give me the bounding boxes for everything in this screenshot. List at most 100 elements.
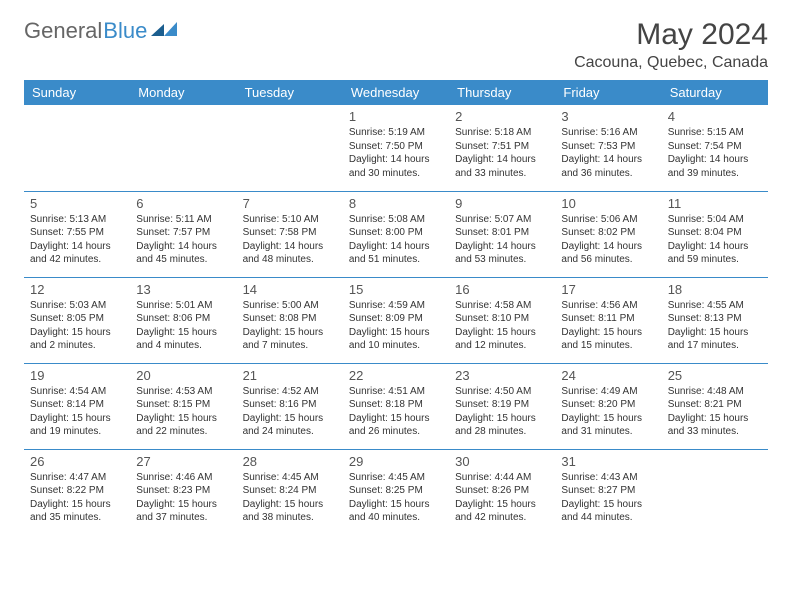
day-info: Sunrise: 4:45 AMSunset: 8:24 PMDaylight:… <box>243 471 337 525</box>
calendar-day-cell: 27Sunrise: 4:46 AMSunset: 8:23 PMDayligh… <box>130 449 236 535</box>
calendar-day-cell: 12 Sunrise: 5:03 AMSunset: 8:05 PMDayligh… <box>24 277 130 363</box>
day-info: Sunrise: 5:10 AMSunset: 7:58 PMDaylight:… <box>243 213 337 267</box>
calendar-day-cell: 15Sunrise: 4:59 AMSunset: 8:09 PMDayligh… <box>343 277 449 363</box>
calendar-day-cell: 29 Sunrise: 4:45 AMSunset: 8:25 PMDayligh… <box>343 449 449 535</box>
calendar-day-cell: 19 Sunrise: 4:54 AMSunset: 8:14 PMDayligh… <box>24 363 130 449</box>
day-number: 17 <box>561 282 655 297</box>
calendar-day-cell: 20 Sunrise: 4:53 AMSunset: 8:15 PMDayligh… <box>130 363 236 449</box>
calendar-day-cell: 25Sunrise: 4:48 AMSunset: 8:21 PMDayligh… <box>662 363 768 449</box>
day-number: 27 <box>136 454 230 469</box>
day-info: Sunrise: 5:18 AMSunset: 7:51 PMDaylight:… <box>455 126 549 180</box>
calendar-day-cell: 1Sunrise: 5:19 AMSunset: 7:50 PMDaylight… <box>343 105 449 191</box>
day-info: Sunrise: 4:44 AMSunset: 8:26 PMDaylight:… <box>455 471 549 525</box>
calendar-day-cell: 5Sunrise: 5:13 AMSunset: 7:55 PMDaylight… <box>24 191 130 277</box>
day-number: 8 <box>349 196 443 211</box>
calendar-table: SundayMondayTuesdayWednesdayThursdayFrid… <box>24 80 768 535</box>
day-number: 28 <box>243 454 337 469</box>
calendar-day-cell: 31 Sunrise: 4:43 AMSunset: 8:27 PMDayligh… <box>555 449 661 535</box>
day-info: Sunrise: 4:52 AMSunset: 8:16 PMDaylight:… <box>243 385 337 439</box>
calendar-day-cell <box>237 105 343 191</box>
day-number: 31 <box>561 454 655 469</box>
day-number: 18 <box>668 282 762 297</box>
day-number: 16 <box>455 282 549 297</box>
day-info: Sunrise: 4:49 AMSunset: 8:20 PMDaylight:… <box>561 385 655 439</box>
day-info: Sunrise: 4:45 AMSunset: 8:25 PMDaylight:… <box>349 471 443 525</box>
calendar-day-cell: 6 Sunrise: 5:11 AMSunset: 7:57 PMDaylight… <box>130 191 236 277</box>
calendar-day-cell: 17 Sunrise: 4:56 AMSunset: 8:11 PMDayligh… <box>555 277 661 363</box>
calendar-day-cell: 28 Sunrise: 4:45 AMSunset: 8:24 PMDayligh… <box>237 449 343 535</box>
day-info: Sunrise: 5:04 AMSunset: 8:04 PMDaylight:… <box>668 213 762 267</box>
page-header: GeneralBlue May 2024 Cacouna, Quebec, Ca… <box>24 18 768 72</box>
day-number: 10 <box>561 196 655 211</box>
calendar-day-cell: 18 Sunrise: 4:55 AMSunset: 8:13 PMDayligh… <box>662 277 768 363</box>
day-header: Friday <box>555 80 661 105</box>
calendar-week-row: 12 Sunrise: 5:03 AMSunset: 8:05 PMDayligh… <box>24 277 768 363</box>
day-info: Sunrise: 5:06 AMSunset: 8:02 PMDaylight:… <box>561 213 655 267</box>
day-info: Sunrise: 4:51 AMSunset: 8:18 PMDaylight:… <box>349 385 443 439</box>
day-header: Thursday <box>449 80 555 105</box>
brand-mark-icon <box>151 16 177 42</box>
brand-text-blue: Blue <box>103 18 147 44</box>
day-number: 11 <box>668 196 762 211</box>
day-info: Sunrise: 4:54 AMSunset: 8:14 PMDaylight:… <box>30 385 124 439</box>
calendar-day-cell: 14Sunrise: 5:00 AMSunset: 8:08 PMDayligh… <box>237 277 343 363</box>
day-info: Sunrise: 4:50 AMSunset: 8:19 PMDaylight:… <box>455 385 549 439</box>
day-header: Sunday <box>24 80 130 105</box>
brand-logo: GeneralBlue <box>24 18 177 44</box>
calendar-day-cell: 16 Sunrise: 4:58 AMSunset: 8:10 PMDayligh… <box>449 277 555 363</box>
day-header: Wednesday <box>343 80 449 105</box>
day-number: 4 <box>668 109 762 124</box>
day-number: 6 <box>136 196 230 211</box>
day-header: Saturday <box>662 80 768 105</box>
calendar-day-cell: 7Sunrise: 5:10 AMSunset: 7:58 PMDaylight… <box>237 191 343 277</box>
calendar-day-cell: 23 Sunrise: 4:50 AMSunset: 8:19 PMDayligh… <box>449 363 555 449</box>
calendar-week-row: 1Sunrise: 5:19 AMSunset: 7:50 PMDaylight… <box>24 105 768 191</box>
calendar-day-cell: 3Sunrise: 5:16 AMSunset: 7:53 PMDaylight… <box>555 105 661 191</box>
day-number: 9 <box>455 196 549 211</box>
day-number: 14 <box>243 282 337 297</box>
calendar-day-cell: 26 Sunrise: 4:47 AMSunset: 8:22 PMDayligh… <box>24 449 130 535</box>
day-number: 20 <box>136 368 230 383</box>
calendar-day-cell: 24Sunrise: 4:49 AMSunset: 8:20 PMDayligh… <box>555 363 661 449</box>
day-number: 5 <box>30 196 124 211</box>
day-info: Sunrise: 4:55 AMSunset: 8:13 PMDaylight:… <box>668 299 762 353</box>
day-info: Sunrise: 5:15 AMSunset: 7:54 PMDaylight:… <box>668 126 762 180</box>
calendar-day-cell: 13Sunrise: 5:01 AMSunset: 8:06 PMDayligh… <box>130 277 236 363</box>
day-info: Sunrise: 5:01 AMSunset: 8:06 PMDaylight:… <box>136 299 230 353</box>
day-number: 12 <box>30 282 124 297</box>
day-number: 23 <box>455 368 549 383</box>
day-info: Sunrise: 4:53 AMSunset: 8:15 PMDaylight:… <box>136 385 230 439</box>
day-info: Sunrise: 4:56 AMSunset: 8:11 PMDaylight:… <box>561 299 655 353</box>
calendar-day-cell <box>662 449 768 535</box>
day-info: Sunrise: 5:16 AMSunset: 7:53 PMDaylight:… <box>561 126 655 180</box>
day-number: 26 <box>30 454 124 469</box>
calendar-week-row: 19 Sunrise: 4:54 AMSunset: 8:14 PMDayligh… <box>24 363 768 449</box>
day-number: 15 <box>349 282 443 297</box>
calendar-day-cell <box>24 105 130 191</box>
day-number: 30 <box>455 454 549 469</box>
day-number: 19 <box>30 368 124 383</box>
location-text: Cacouna, Quebec, Canada <box>574 54 768 72</box>
calendar-day-cell: 10 Sunrise: 5:06 AMSunset: 8:02 PMDayligh… <box>555 191 661 277</box>
day-info: Sunrise: 5:08 AMSunset: 8:00 PMDaylight:… <box>349 213 443 267</box>
calendar-day-cell: 30 Sunrise: 4:44 AMSunset: 8:26 PMDayligh… <box>449 449 555 535</box>
day-info: Sunrise: 5:03 AMSunset: 8:05 PMDaylight:… <box>30 299 124 353</box>
calendar-day-cell: 4 Sunrise: 5:15 AMSunset: 7:54 PMDaylight… <box>662 105 768 191</box>
day-number: 22 <box>349 368 443 383</box>
calendar-week-row: 26 Sunrise: 4:47 AMSunset: 8:22 PMDayligh… <box>24 449 768 535</box>
day-info: Sunrise: 5:19 AMSunset: 7:50 PMDaylight:… <box>349 126 443 180</box>
day-info: Sunrise: 4:43 AMSunset: 8:27 PMDaylight:… <box>561 471 655 525</box>
calendar-day-cell <box>130 105 236 191</box>
calendar-body: 1Sunrise: 5:19 AMSunset: 7:50 PMDaylight… <box>24 105 768 535</box>
day-info: Sunrise: 4:58 AMSunset: 8:10 PMDaylight:… <box>455 299 549 353</box>
brand-text-general: General <box>24 18 102 44</box>
day-number: 29 <box>349 454 443 469</box>
day-number: 21 <box>243 368 337 383</box>
day-info: Sunrise: 4:48 AMSunset: 8:21 PMDaylight:… <box>668 385 762 439</box>
day-info: Sunrise: 5:11 AMSunset: 7:57 PMDaylight:… <box>136 213 230 267</box>
calendar-day-cell: 8 Sunrise: 5:08 AMSunset: 8:00 PMDaylight… <box>343 191 449 277</box>
day-info: Sunrise: 4:47 AMSunset: 8:22 PMDaylight:… <box>30 471 124 525</box>
month-title: May 2024 <box>574 18 768 52</box>
calendar-day-cell: 2Sunrise: 5:18 AMSunset: 7:51 PMDaylight… <box>449 105 555 191</box>
day-header: Monday <box>130 80 236 105</box>
